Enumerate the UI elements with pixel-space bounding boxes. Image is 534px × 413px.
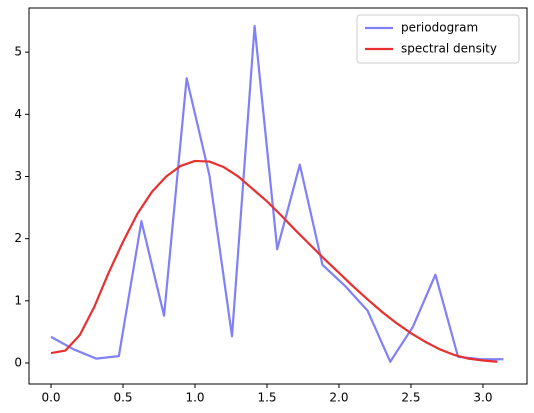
plot-frame bbox=[28, 7, 528, 385]
x-tick-label: 2.0 bbox=[329, 391, 348, 405]
legend-label: periodogram bbox=[401, 21, 478, 35]
legend-box bbox=[356, 14, 520, 64]
x-tick-label: 1.0 bbox=[185, 391, 204, 405]
y-tick-label: 5 bbox=[14, 45, 22, 59]
x-tick-label: 1.5 bbox=[257, 391, 276, 405]
x-tick-label: 2.5 bbox=[401, 391, 420, 405]
y-tick-label: 1 bbox=[14, 293, 22, 307]
series-line bbox=[50, 24, 504, 363]
x-tick-label: 0.0 bbox=[41, 391, 60, 405]
series-line bbox=[50, 159, 498, 363]
x-tick-label: 3.0 bbox=[473, 391, 492, 405]
y-tick-label: 4 bbox=[14, 107, 22, 121]
y-tick-label: 0 bbox=[14, 355, 22, 369]
x-tick-label: 0.5 bbox=[113, 391, 132, 405]
y-tick-label: 2 bbox=[14, 231, 22, 245]
legend-label: spectral density bbox=[401, 42, 497, 56]
y-tick-label: 3 bbox=[14, 169, 22, 183]
